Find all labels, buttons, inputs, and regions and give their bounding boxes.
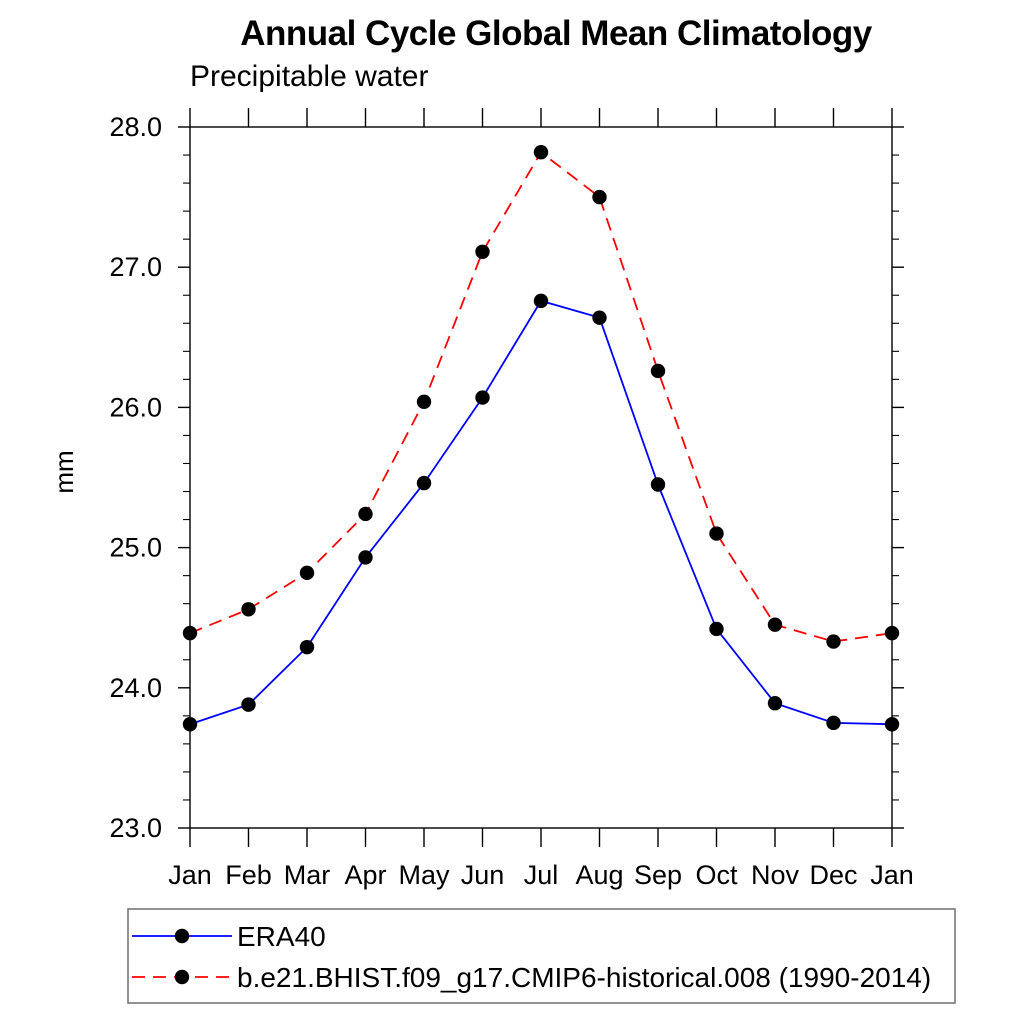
x-axis-tick-label: May <box>398 860 450 890</box>
x-axis-tick-label: Jun <box>461 860 505 890</box>
series-marker-era40 <box>884 717 900 732</box>
x-axis-tick-label: Apr <box>344 860 386 890</box>
x-axis-tick-label: Nov <box>751 860 800 890</box>
series-marker-era40 <box>709 621 724 637</box>
series-marker-era40 <box>592 310 607 325</box>
legend-marker <box>174 928 190 944</box>
series-marker-model <box>709 526 724 541</box>
series-marker-era40 <box>826 715 841 731</box>
y-axis-label: mm <box>49 450 79 493</box>
legend-label: ERA40 <box>237 921 326 952</box>
x-axis-tick-label: Mar <box>284 860 331 890</box>
legend-box <box>127 908 956 1004</box>
series-marker-model <box>182 625 198 641</box>
series-marker-era40 <box>475 390 490 405</box>
series-marker-era40 <box>416 475 432 491</box>
y-axis-tick-label: 28.0 <box>109 112 162 142</box>
chart-title: Annual Cycle Global Mean Climatology <box>240 14 872 53</box>
series-marker-model <box>533 145 549 160</box>
series-marker-model <box>475 244 490 259</box>
legend-marker <box>174 969 190 985</box>
series-line-era40 <box>189 299 893 726</box>
x-axis-tick-label: Dec <box>809 860 857 890</box>
legend-label: b.e21.BHIST.f09_g17.CMIP6-historical.008… <box>237 962 931 993</box>
series-marker-era40 <box>533 293 549 309</box>
x-axis-tick-label: Oct <box>695 860 738 890</box>
y-axis-tick-label: 27.0 <box>109 252 162 282</box>
x-axis-tick-label: Feb <box>225 860 272 890</box>
x-axis-tick-label: Jan <box>168 860 212 890</box>
series-marker-era40 <box>241 697 256 712</box>
plot-frame <box>189 126 893 829</box>
x-axis-tick-label: Sep <box>634 860 682 890</box>
series-marker-era40 <box>650 477 666 492</box>
y-axis-tick-label: 26.0 <box>109 392 162 422</box>
series-marker-era40 <box>358 550 373 565</box>
series-marker-model <box>592 189 607 205</box>
series-marker-model <box>358 506 373 522</box>
series-marker-model <box>767 617 783 632</box>
series-marker-model <box>299 565 315 581</box>
series-marker-model <box>884 625 900 641</box>
x-axis-tick-label: Jan <box>870 860 914 890</box>
series-marker-era40 <box>767 696 783 711</box>
series-marker-era40 <box>182 717 198 732</box>
series-marker-era40 <box>299 639 315 655</box>
y-axis-tick-label: 25.0 <box>109 533 162 563</box>
series-marker-model <box>650 363 666 379</box>
y-axis-tick-label: 23.0 <box>109 813 162 843</box>
series-line-model <box>189 150 893 643</box>
chart-subtitle: Precipitable water <box>190 60 429 93</box>
x-axis-tick-label: Aug <box>575 860 623 890</box>
series-marker-model <box>241 602 256 617</box>
x-axis-tick-label: Jul <box>524 860 559 890</box>
series-marker-model <box>826 634 841 649</box>
y-axis-tick-label: 24.0 <box>109 673 162 703</box>
series-marker-model <box>416 394 432 409</box>
